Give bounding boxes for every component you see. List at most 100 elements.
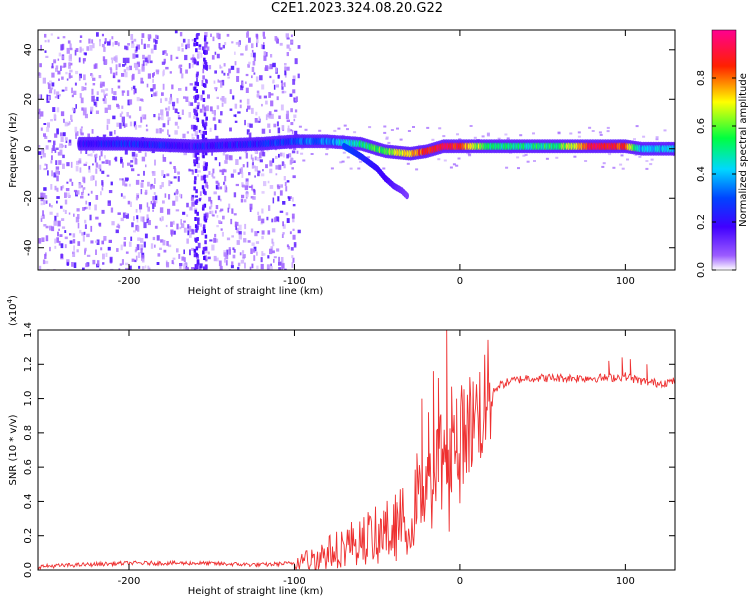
speckle-cell (43, 133, 46, 137)
speckle-cell (267, 180, 270, 184)
speckle-cell (204, 32, 208, 37)
speckle-cell (257, 173, 260, 177)
speckle-cell (96, 91, 99, 95)
speckle-cell (111, 88, 114, 94)
speckle-cell (203, 49, 206, 54)
speckle-cell (188, 168, 191, 172)
speckle-cell (169, 181, 173, 184)
speckle-cell (202, 204, 205, 209)
speckle-cell (133, 89, 136, 95)
speckle-cell (270, 54, 273, 58)
speckle-cell (105, 159, 109, 164)
speckle-cell (133, 216, 135, 221)
speckle-cell (284, 82, 286, 88)
speckle-cell (132, 73, 135, 80)
halo-cell (325, 153, 329, 156)
speckle-cell (68, 62, 71, 69)
speckle-cell (57, 231, 59, 237)
halo-cell (318, 129, 322, 132)
speckle-cell (187, 230, 190, 236)
speckle-cell (132, 53, 136, 59)
speckle-cell (179, 265, 182, 269)
speckle-cell (198, 198, 201, 202)
speckle-cell (203, 125, 207, 130)
speckle-cell (64, 121, 68, 127)
speckle-cell (244, 185, 249, 191)
speckle-cell (111, 60, 114, 64)
speckle-cell (77, 222, 80, 229)
speckle-cell (134, 259, 137, 263)
speckle-cell (177, 125, 180, 129)
speckle-cell (252, 196, 256, 200)
halo-cell (333, 129, 337, 132)
speckle-cell (281, 86, 284, 90)
speckle-cell (241, 172, 244, 178)
speckle-cell (284, 268, 287, 270)
halo-cell (599, 133, 603, 136)
speckle-cell (193, 86, 197, 91)
speckle-cell (137, 252, 141, 258)
speckle-cell (224, 257, 227, 263)
speckle-cell (200, 94, 203, 101)
speckle-cell (182, 133, 186, 139)
speckle-cell (48, 96, 50, 101)
speckle-cell (80, 126, 83, 129)
speckle-cell (245, 178, 249, 182)
speckle-cell (177, 46, 181, 51)
speckle-cell (247, 240, 251, 243)
speckle-cell (69, 69, 73, 73)
speckle-cell (156, 235, 160, 241)
speckle-cell (286, 244, 289, 248)
speckle-cell (202, 250, 205, 255)
speckle-cell (94, 154, 96, 158)
speckle-cell (67, 40, 71, 44)
speckle-cell (250, 154, 253, 160)
speckle-cell (291, 262, 294, 268)
speckle-cell (211, 55, 215, 60)
speckle-cell (239, 156, 242, 160)
speckle-cell (191, 39, 195, 42)
speckle-cell (144, 57, 148, 63)
speckle-cell (81, 185, 83, 188)
speckle-cell (263, 42, 265, 46)
speckle-cell (71, 119, 73, 122)
speckle-cell (150, 200, 153, 205)
speckle-cell (83, 231, 86, 235)
speckle-cell (141, 67, 145, 72)
speckle-cell (292, 234, 296, 240)
speckle-cell (145, 63, 148, 66)
speckle-cell (125, 251, 129, 254)
speckle-cell (183, 96, 186, 99)
speckle-cell (202, 75, 205, 80)
speckle-cell (216, 32, 220, 38)
speckle-cell (223, 63, 226, 67)
halo-cell (663, 129, 667, 132)
speckle-cell (214, 210, 217, 214)
speckle-cell (57, 70, 61, 75)
speckle-cell (286, 52, 289, 57)
halo-cell (626, 158, 629, 161)
speckle-cell (90, 190, 93, 194)
speckle-cell (47, 39, 50, 43)
speckle-cell (113, 91, 117, 96)
speckle-cell (145, 128, 149, 132)
speckle-cell (245, 44, 248, 51)
halo-cell (387, 141, 391, 144)
speckle-cell (178, 65, 181, 69)
speckle-cell (178, 254, 181, 259)
speckle-cell (122, 57, 127, 63)
speckle-cell (138, 125, 142, 128)
speckle-cell (215, 238, 219, 243)
speckle-cell (288, 47, 292, 51)
speckle-cell (40, 44, 42, 51)
speckle-cell (78, 57, 81, 63)
speckle-cell (147, 34, 152, 39)
speckle-cell (210, 33, 212, 37)
speckle-cell (269, 168, 273, 174)
speckle-cell (64, 244, 67, 249)
speckle-cell (223, 97, 227, 104)
speckle-cell (199, 108, 203, 113)
speckle-cell (201, 80, 204, 86)
speckle-cell (50, 87, 54, 90)
speckle-cell (96, 96, 99, 102)
